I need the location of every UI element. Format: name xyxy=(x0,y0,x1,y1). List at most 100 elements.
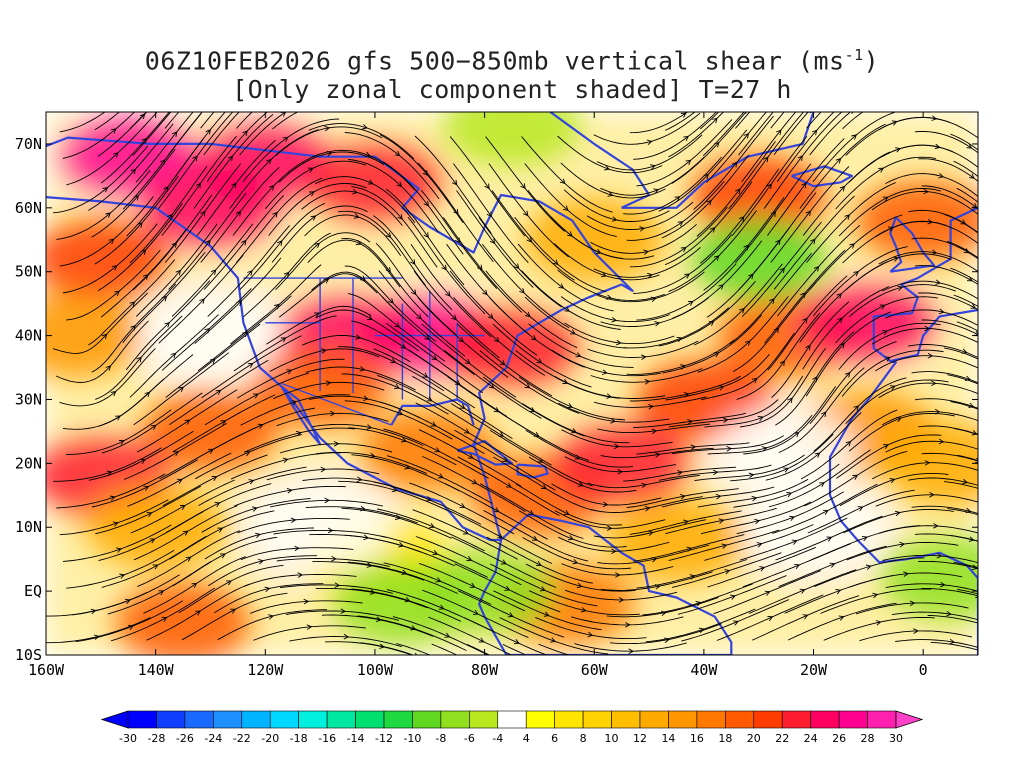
colorbar-label: -26 xyxy=(176,732,194,745)
streamline-arrow xyxy=(524,383,531,389)
streamline xyxy=(812,112,897,183)
streamline xyxy=(289,636,402,648)
streamline xyxy=(444,482,548,540)
streamline xyxy=(891,611,978,621)
streamline xyxy=(773,195,855,290)
colorbar-swatch xyxy=(213,710,243,729)
colorbar-label: 14 xyxy=(661,732,675,745)
streamline xyxy=(557,135,663,174)
streamline-arrow xyxy=(394,322,401,328)
streamline xyxy=(62,524,172,562)
streamline-arrow xyxy=(105,212,112,218)
streamline xyxy=(266,305,372,345)
streamline xyxy=(806,182,896,263)
streamline-arrow xyxy=(679,493,686,500)
streamline xyxy=(515,483,623,526)
streamline-arrow xyxy=(783,467,790,473)
streamline xyxy=(665,181,753,266)
streamline xyxy=(771,301,850,398)
streamline xyxy=(943,213,978,234)
streamline xyxy=(271,205,368,263)
streamline xyxy=(75,600,184,643)
colorbar-label: -10 xyxy=(403,732,421,745)
streamline xyxy=(953,561,978,568)
streamline xyxy=(694,454,805,481)
streamline-arrow xyxy=(231,182,237,189)
streamline-arrow xyxy=(333,440,340,447)
streamline xyxy=(776,112,835,182)
streamline xyxy=(662,486,775,508)
streamline-arrow xyxy=(931,380,937,387)
streamline-arrow xyxy=(429,523,435,529)
streamline-arrow xyxy=(423,232,429,239)
streamline xyxy=(88,430,194,481)
streamline xyxy=(240,547,354,561)
streamline xyxy=(312,561,425,581)
streamline-arrow xyxy=(129,301,136,307)
streamline xyxy=(875,494,978,507)
streamline-arrow xyxy=(519,287,525,294)
streamline-arrow xyxy=(458,336,465,343)
streamline xyxy=(842,112,864,130)
streamline xyxy=(208,407,316,453)
streamline-arrow xyxy=(552,259,559,266)
streamline xyxy=(626,181,725,241)
streamline-arrow xyxy=(227,155,234,162)
streamline-arrow xyxy=(872,592,879,599)
streamline xyxy=(407,216,486,315)
streamline-arrow xyxy=(139,91,144,96)
streamline-arrow xyxy=(171,242,177,248)
streamline xyxy=(517,243,614,312)
streamline-arrow xyxy=(712,117,718,124)
streamline xyxy=(129,314,219,398)
streamline xyxy=(98,354,194,427)
streamline xyxy=(311,149,416,191)
streamline-arrow xyxy=(255,532,261,539)
streamline xyxy=(911,371,978,384)
streamline-arrow xyxy=(809,80,814,85)
streamline-arrow xyxy=(279,87,284,91)
streamline-arrow xyxy=(744,340,751,346)
streamline xyxy=(738,112,774,156)
streamline xyxy=(881,411,978,426)
streamline-arrow xyxy=(731,161,738,168)
streamline-arrow xyxy=(248,479,255,485)
streamline xyxy=(276,412,389,427)
streamline xyxy=(662,314,763,374)
streamline-arrow xyxy=(423,200,429,207)
colorbar-label: 12 xyxy=(633,732,647,745)
streamline xyxy=(694,263,783,346)
streamline-arrow xyxy=(554,664,559,669)
streamline-arrow xyxy=(178,386,185,392)
streamline-arrow xyxy=(703,173,709,180)
streamline xyxy=(845,379,949,425)
streamline xyxy=(456,190,534,288)
streamline xyxy=(62,112,136,159)
streamline xyxy=(312,423,424,447)
colorbar-label: 6 xyxy=(551,732,558,745)
streamline xyxy=(127,452,232,507)
streamline-arrow xyxy=(821,411,827,418)
streamline-arrow xyxy=(580,607,587,613)
colorbar-label: -4 xyxy=(492,732,503,745)
lat-tick-label: 30N xyxy=(15,390,42,408)
streamline xyxy=(344,534,455,567)
shear-blob xyxy=(140,389,281,474)
streamline xyxy=(66,409,172,455)
streamline-arrow xyxy=(200,210,206,217)
streamline xyxy=(563,189,670,222)
streamline-arrow xyxy=(366,424,373,430)
colorbar-swatch xyxy=(156,710,186,729)
lat-tick-label: EQ xyxy=(24,582,42,600)
streamline-arrow xyxy=(471,479,478,485)
streamline-arrow xyxy=(414,652,418,655)
streamline xyxy=(554,510,666,529)
streamline-arrow xyxy=(472,609,479,615)
streamline-arrow xyxy=(158,590,165,596)
streamline xyxy=(950,401,978,410)
streamline-arrow xyxy=(404,596,411,603)
streamline xyxy=(181,592,288,641)
streamline xyxy=(383,428,489,479)
streamline xyxy=(373,481,482,525)
streamline-arrow xyxy=(938,438,945,445)
